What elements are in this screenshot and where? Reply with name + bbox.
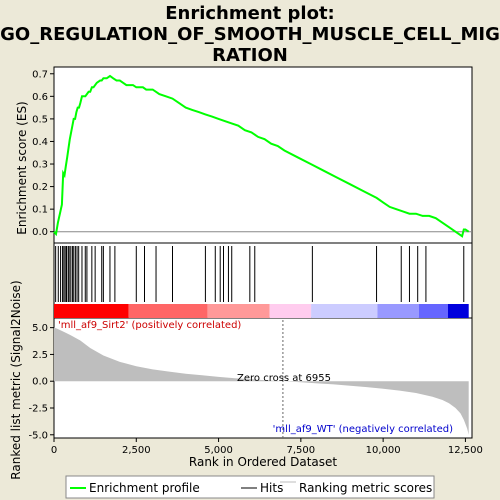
rank-color-segment xyxy=(311,304,378,318)
x-axis-ticks: 0 2,500 5,000 7,500 10,000 12,500 xyxy=(51,438,483,456)
es-y-ticks: 0.0 0.1 0.2 0.3 0.4 0.5 0.6 0.7 xyxy=(32,69,54,238)
rank-color-segment xyxy=(447,304,469,318)
hit-marks xyxy=(55,246,465,302)
metric-y-tick-label: -2.5 xyxy=(28,404,48,415)
es-y-axis-label: Enrichment score (ES) xyxy=(15,101,29,234)
x-tick-label: 2,500 xyxy=(122,445,151,456)
ranking-metric-fill xyxy=(54,327,469,435)
legend-label-enrichment: Enrichment profile xyxy=(89,481,200,495)
x-tick-label: 10,000 xyxy=(366,445,401,456)
es-y-tick-label: 0.0 xyxy=(32,227,48,238)
zero-cross-label: Zero cross at 6955 xyxy=(237,373,331,384)
x-tick-label: 7,500 xyxy=(287,445,316,456)
positive-correlation-label: 'mll_af9_Sirt2' (positively correlated) xyxy=(58,320,241,331)
es-y-tick-label: 0.6 xyxy=(32,92,48,103)
es-y-tick-label: 0.1 xyxy=(32,205,48,216)
metric-y-tick-label: 5.0 xyxy=(32,323,48,334)
metric-y-tick-label: 2.5 xyxy=(32,350,48,361)
chart-title-line-3: RATION xyxy=(212,45,288,66)
negative-correlation-label: 'mll_af9_WT' (negatively correlated) xyxy=(273,424,453,435)
rank-color-bar xyxy=(54,304,469,318)
rank-color-segment xyxy=(54,304,129,318)
x-tick-label: 5,000 xyxy=(204,445,233,456)
chart-title-line-2: GO_REGULATION_OF_SMOOTH_MUSCLE_CELL_MIG xyxy=(0,24,500,45)
enrichment-profile-path xyxy=(53,74,470,238)
es-y-tick-label: 0.2 xyxy=(32,182,48,193)
metric-y-tick-label: 0.0 xyxy=(32,377,48,388)
rank-color-segment xyxy=(269,304,312,318)
x-axis-label: Rank in Ordered Dataset xyxy=(189,455,337,469)
rank-color-segment xyxy=(418,304,448,318)
metric-y-tick-label: -5.0 xyxy=(28,430,48,441)
rank-color-segment xyxy=(377,304,419,318)
es-panel xyxy=(53,66,473,244)
es-y-tick-label: 0.5 xyxy=(32,114,48,125)
rank-color-segment xyxy=(128,304,208,318)
metric-y-ticks: 5.0 2.5 0.0 -2.5 -5.0 xyxy=(28,323,54,441)
ranking-metric-area xyxy=(54,327,469,435)
legend-label-hits: Hits xyxy=(260,481,283,495)
es-y-tick-label: 0.4 xyxy=(32,137,48,148)
x-tick-label: 0 xyxy=(51,445,57,456)
legend-label-metric: Ranking metric scores xyxy=(299,481,432,495)
x-tick-label: 12,500 xyxy=(448,445,483,456)
chart-title-line-1: Enrichment plot: xyxy=(165,3,335,24)
metric-y-axis-label: Ranked list metric (Signal2Noise) xyxy=(9,280,23,479)
legend-box xyxy=(65,475,435,499)
es-y-tick-label: 0.3 xyxy=(32,160,48,171)
enrichment-profile-line xyxy=(53,74,470,238)
es-y-tick-label: 0.7 xyxy=(32,69,48,80)
rank-color-segment xyxy=(207,304,270,318)
